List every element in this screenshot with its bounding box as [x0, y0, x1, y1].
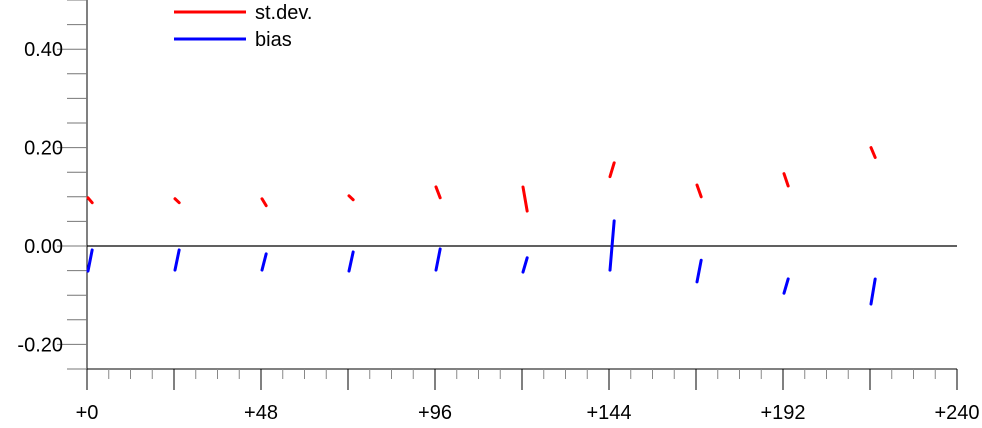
x-tick-label: +144: [586, 402, 631, 423]
bias-segment: [86, 248, 94, 273]
data-marks: [86, 146, 877, 306]
bias-segment: [782, 277, 790, 295]
stdev-segment: [173, 197, 181, 205]
stdev-segment: [869, 146, 877, 159]
bias-segment: [869, 277, 877, 306]
stdev-segment: [260, 197, 268, 208]
axes: 0.40 0.20 0.00 -0.20 +0 +48 +96 +144 +192 +240: [17, 0, 980, 424]
bias-segment: [260, 252, 268, 272]
stdev-segment: [347, 194, 355, 202]
x-tick-label: +96: [418, 402, 452, 423]
legend: st.dev. bias: [174, 2, 312, 51]
y-tick-label: 0.00: [24, 236, 63, 258]
stdev-segment: [608, 161, 616, 179]
stdev-segment: [86, 196, 94, 205]
bias-segment: [695, 258, 703, 284]
legend-label-bias: bias: [255, 29, 292, 51]
legend-label-stdev: st.dev.: [255, 2, 312, 24]
bias-segment: [434, 247, 442, 272]
x-tick-label: +192: [760, 402, 805, 423]
stdev-segment: [695, 183, 703, 199]
x-tick-label: +48: [244, 402, 278, 423]
x-tick-label: +0: [76, 402, 99, 423]
bias-segment: [608, 219, 616, 272]
bias-segment: [173, 248, 181, 272]
y-tick-label: -0.20: [17, 334, 63, 356]
bias-segment: [347, 250, 355, 273]
x-tick-label: +240: [934, 402, 979, 423]
stdev-segment: [521, 185, 529, 213]
y-tick-label: 0.40: [24, 39, 63, 61]
stdev-segment: [782, 172, 790, 188]
y-tick-label: 0.20: [24, 138, 63, 160]
bias-segment: [521, 256, 529, 274]
stdev-segment: [434, 185, 442, 200]
